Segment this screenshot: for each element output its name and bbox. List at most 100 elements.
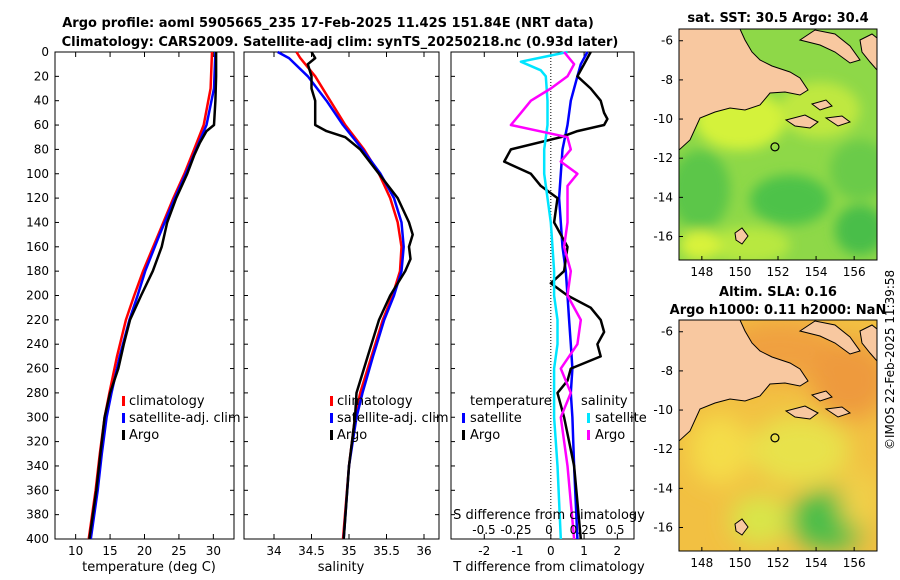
- legend-label-satellite: satellite-adj. clim: [129, 411, 241, 426]
- x-tick-label: 35.5: [373, 544, 400, 558]
- map-x-tick-label: 154: [805, 556, 828, 570]
- land-mass: [798, 29, 861, 64]
- x-tick-label: 2: [614, 544, 622, 558]
- map-y-tick-label: -14: [653, 481, 673, 495]
- map-x-tick-label: 152: [767, 265, 790, 279]
- series-line-satellite-adj-clim: [277, 50, 405, 540]
- legend-label-satellite: satellite-adj. clim: [337, 411, 449, 426]
- sla-map: [679, 320, 877, 551]
- map-y-tick-label: -10: [653, 112, 673, 126]
- title-line-1: Argo profile: aoml 5905665_235 17-Feb-20…: [62, 16, 594, 31]
- y-tick-label: 0: [41, 45, 49, 59]
- y-tick-label: 320: [26, 435, 49, 449]
- land-mass: [734, 227, 749, 245]
- land-mass: [679, 320, 809, 442]
- sst-map: [679, 29, 877, 260]
- legend-swatch-satellite: [330, 413, 333, 423]
- y-tick-label: 280: [26, 386, 49, 400]
- map-y-tick-label: -10: [653, 403, 673, 417]
- y-tick-label: 300: [26, 410, 49, 424]
- land-mass: [784, 114, 819, 129]
- legend-label-temp-argo: Argo: [470, 428, 500, 443]
- x-tick-label: 30: [206, 544, 221, 558]
- sla-map-title-1: Altim. SLA: 0.16: [719, 285, 837, 300]
- x-tick-label: 34: [266, 544, 281, 558]
- land-mass: [810, 99, 833, 111]
- salinity-legend: climatology satellite-adj. clim Argo: [330, 394, 449, 443]
- temperature-xlabel: temperature (deg C): [82, 560, 216, 575]
- land-mass: [859, 33, 877, 71]
- land-mass: [859, 324, 877, 362]
- series-line-satellite-adj-clim: [89, 51, 217, 540]
- y-tick-label: 40: [34, 94, 49, 108]
- series-line-climatology: [295, 51, 403, 540]
- land-mass: [679, 29, 809, 151]
- land-mass: [810, 390, 833, 402]
- legend-label-argo: Argo: [129, 428, 159, 443]
- map-x-tick-label: 156: [843, 265, 866, 279]
- x-tick-label: 34.5: [298, 544, 325, 558]
- copyright-text: ©IMOS 22-Feb-2025 11:39:58: [883, 270, 897, 450]
- map-y-tick-label: -8: [661, 364, 673, 378]
- legend-swatch-argo: [330, 430, 333, 440]
- map-x-tick-label: 148: [690, 265, 713, 279]
- x-tick-label: 1: [580, 544, 588, 558]
- map-y-tick-label: -12: [653, 442, 673, 456]
- legend-swatch-argo: [122, 430, 125, 440]
- land-mass: [824, 115, 852, 127]
- map-y-tick-label: -16: [653, 521, 673, 535]
- legend-label-sal-satellite: satellite: [595, 411, 647, 426]
- y-tick-label: 120: [26, 191, 49, 205]
- map-y-tick-label: -8: [661, 73, 673, 87]
- s-tick-label: -0.5: [472, 523, 495, 537]
- legend-label-argo: Argo: [337, 428, 367, 443]
- map-x-tick-label: 148: [690, 556, 713, 570]
- x-tick-label: 36: [416, 544, 431, 558]
- y-tick-label: 160: [26, 240, 49, 254]
- sst-map-title: sat. SST: 30.5 Argo: 30.4: [687, 11, 868, 26]
- series-line-temperature-argo: [502, 51, 609, 540]
- y-tick-label: 20: [34, 69, 49, 83]
- s-tick-label: 0.25: [570, 523, 597, 537]
- difference-panel: [450, 51, 635, 540]
- s-tick-label: -0.25: [500, 523, 531, 537]
- s-tick-label: 0: [545, 523, 553, 537]
- x-tick-label: -2: [478, 544, 490, 558]
- y-tick-label: 60: [34, 118, 49, 132]
- series-line-argo: [88, 52, 218, 540]
- legend-header-temperature: temperature: [470, 394, 552, 409]
- legend-label-climatology: climatology: [337, 394, 413, 409]
- sla-map-title-2: Argo h1000: 0.11 h2000: NaN: [670, 303, 887, 318]
- legend-swatch-climatology: [330, 396, 333, 406]
- series-line-salinity-argo: [509, 51, 583, 540]
- map-x-tick-label: 152: [767, 556, 790, 570]
- map-y-tick-label: -6: [661, 325, 673, 339]
- legend-swatch-sal-satellite: [587, 413, 590, 423]
- x-tick-label: 15: [102, 544, 117, 558]
- y-tick-label: 240: [26, 337, 49, 351]
- argo-position-marker: [770, 142, 780, 152]
- y-tick-label: 340: [26, 459, 49, 473]
- salinity-panel: [243, 51, 440, 540]
- x-tick-label: 0: [547, 544, 555, 558]
- difference-xlabel-top: S difference from climatology: [453, 508, 645, 523]
- temperature-legend: climatology satellite-adj. clim Argo: [122, 394, 241, 443]
- x-tick-label: 35: [341, 544, 356, 558]
- map-x-tick-label: 150: [728, 556, 751, 570]
- y-tick-label: 360: [26, 483, 49, 497]
- map-x-tick-label: 156: [843, 556, 866, 570]
- map-y-tick-label: -12: [653, 151, 673, 165]
- argo-position-marker: [770, 433, 780, 443]
- map-y-tick-label: -16: [653, 230, 673, 244]
- y-tick-label: 200: [26, 289, 49, 303]
- y-tick-label: 80: [34, 142, 49, 156]
- land-mass: [798, 320, 861, 355]
- s-tick-label: 0.5: [605, 523, 624, 537]
- x-tick-label: 20: [137, 544, 152, 558]
- map-x-tick-label: 150: [728, 265, 751, 279]
- series-line-salinity-satellite: [519, 50, 568, 540]
- legend-swatch-climatology: [122, 396, 125, 406]
- series-line-argo: [306, 51, 414, 540]
- y-tick-label: 400: [26, 532, 49, 546]
